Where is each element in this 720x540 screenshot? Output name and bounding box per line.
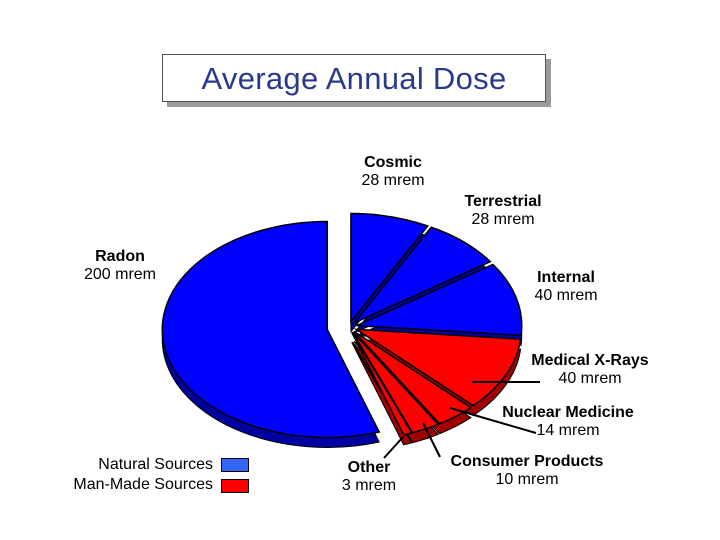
legend-natural-swatch bbox=[221, 458, 249, 472]
label-terrestrial: Terrestrial 28 mrem bbox=[448, 193, 558, 229]
label-other: Other 3 mrem bbox=[324, 459, 414, 495]
label-radon-value: 200 mrem bbox=[83, 266, 157, 283]
label-radon: Radon 200 mrem bbox=[70, 248, 170, 284]
legend-manmade-swatch bbox=[221, 479, 249, 493]
label-cosmic: Cosmic 28 mrem bbox=[343, 154, 443, 190]
chart-title: Average Annual Dose bbox=[201, 61, 507, 96]
legend-manmade-label: Man-Made Sources bbox=[73, 476, 213, 493]
leader-lines bbox=[383, 381, 540, 459]
label-terrestrial-value: 28 mrem bbox=[471, 211, 535, 228]
leader-nuclear-medicine bbox=[449, 407, 537, 434]
slice-radon bbox=[161, 220, 381, 439]
title-box: Average Annual Dose bbox=[162, 54, 546, 102]
label-internal-value: 40 mrem bbox=[534, 287, 598, 304]
label-consumer-products: Consumer Products 10 mrem bbox=[432, 453, 622, 489]
slice-nuclear-medicine bbox=[353, 330, 473, 425]
slice-medical-x-rays bbox=[353, 328, 522, 407]
pie-tops bbox=[161, 212, 523, 439]
label-medical-xrays: Medical X-Rays 40 mrem bbox=[526, 352, 654, 388]
label-consumer-products-value: 10 mrem bbox=[495, 471, 559, 488]
leader-other bbox=[383, 436, 404, 459]
label-nuclear-medicine: Nuclear Medicine 14 mrem bbox=[488, 404, 648, 440]
label-consumer-products-name: Consumer Products bbox=[450, 453, 604, 470]
label-internal-name: Internal bbox=[537, 269, 595, 286]
label-cosmic-name: Cosmic bbox=[364, 154, 422, 171]
label-medical-xrays-name: Medical X-Rays bbox=[531, 352, 649, 369]
label-other-name: Other bbox=[347, 459, 391, 476]
slice-cosmic bbox=[350, 212, 430, 324]
label-medical-xrays-value: 40 mrem bbox=[558, 370, 622, 387]
slice-internal bbox=[356, 263, 523, 337]
legend-natural-label: Natural Sources bbox=[98, 456, 213, 473]
label-nuclear-medicine-name: Nuclear Medicine bbox=[502, 404, 634, 421]
slice-other bbox=[351, 331, 413, 436]
label-cosmic-value: 28 mrem bbox=[361, 172, 425, 189]
label-internal: Internal 40 mrem bbox=[516, 269, 616, 305]
label-other-value: 3 mrem bbox=[341, 477, 397, 494]
label-terrestrial-name: Terrestrial bbox=[464, 193, 542, 210]
label-radon-name: Radon bbox=[95, 248, 145, 265]
leader-consumer-products bbox=[422, 422, 441, 458]
slice-terrestrial bbox=[353, 226, 492, 324]
label-nuclear-medicine-value: 14 mrem bbox=[536, 422, 600, 439]
